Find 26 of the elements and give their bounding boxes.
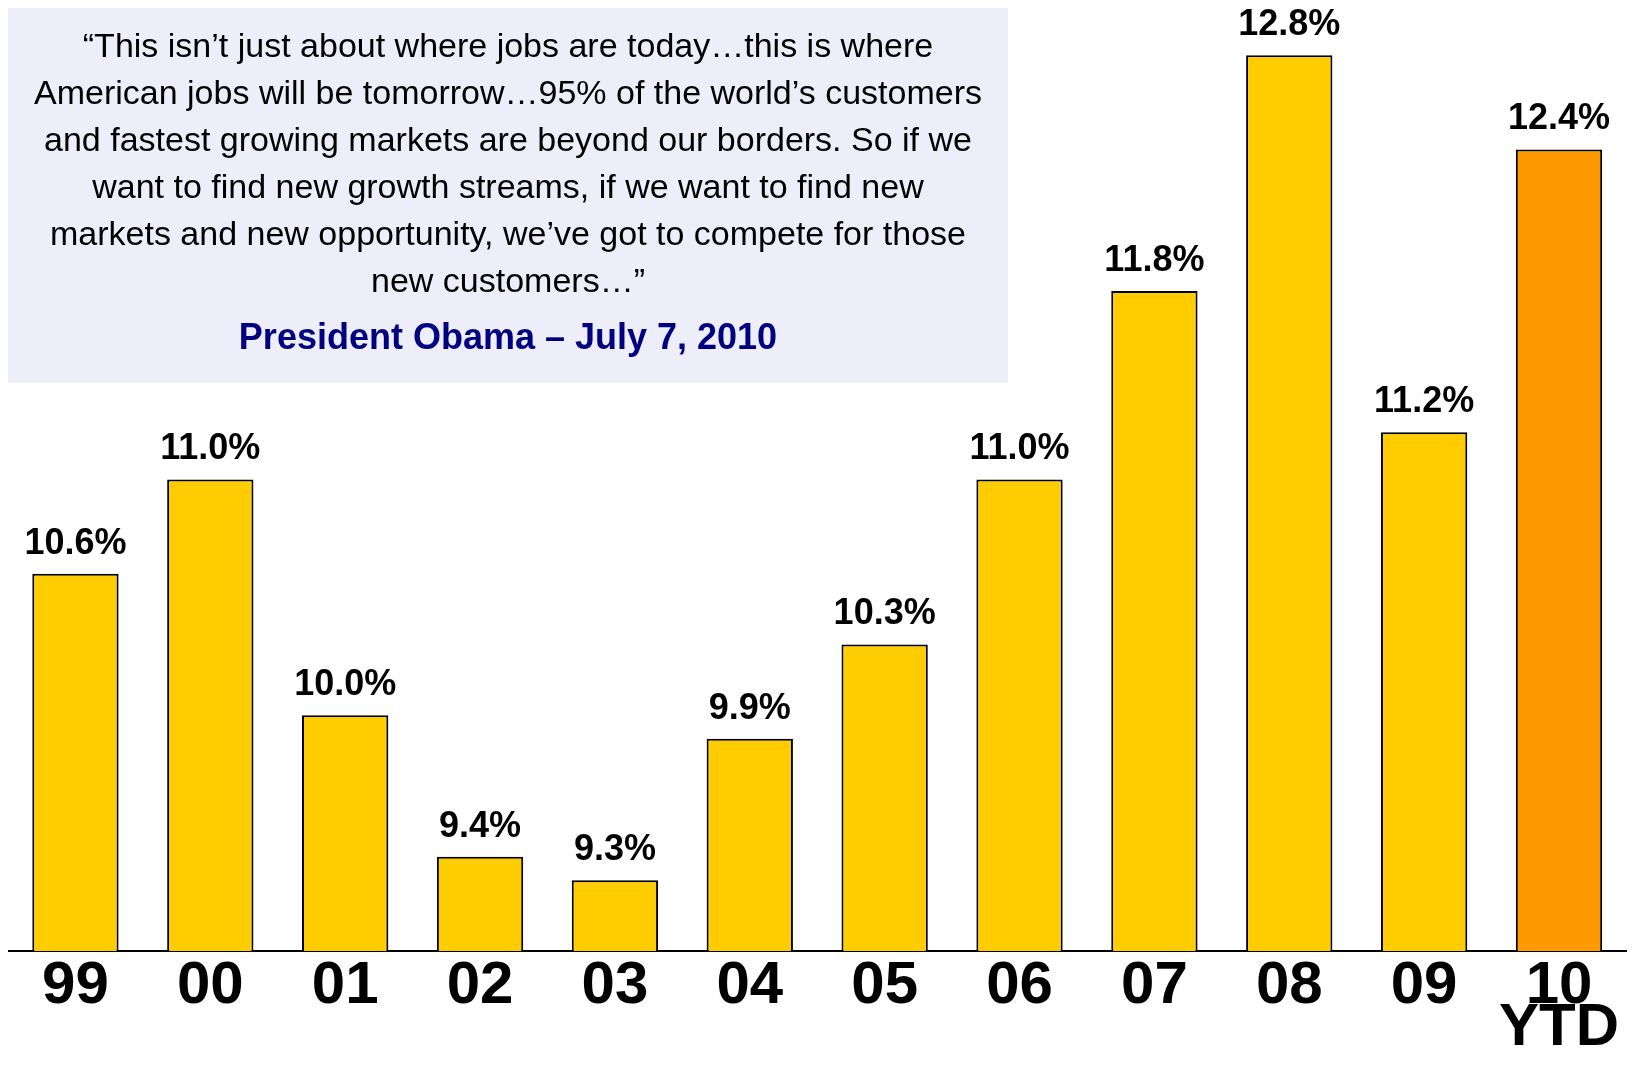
x-tick-label: 08 — [1255, 948, 1323, 1016]
data-label: 9.4% — [439, 803, 522, 845]
data-label: 9.9% — [708, 685, 791, 727]
x-tick-label: 00 — [176, 948, 244, 1016]
x-tick-label: 05 — [851, 948, 919, 1016]
x-tick-label: 09 — [1390, 948, 1458, 1016]
data-label: 11.8% — [1104, 237, 1205, 279]
x-tick-label: 06 — [986, 948, 1053, 1016]
data-label: 11.2% — [1374, 379, 1475, 421]
x-tick-label: 07 — [1121, 948, 1188, 1016]
x-tick-label: 02 — [446, 948, 514, 1016]
x-tick-label: 10 YTD — [1499, 948, 1619, 1058]
data-label: 10.0% — [294, 662, 397, 704]
data-label: 12.4% — [1507, 96, 1611, 138]
data-label: 9.3% — [573, 827, 656, 869]
data-label: 10.6% — [24, 520, 127, 562]
annotation: “This isn’t just about where jobs are today…this is where American jobs will be tomorrow…95% of the world’s customers and fastest growing markets are beyond our borders. So if we want to find new growth streams, if we want to find new markets and new opportunity, we’ve got to compete for those new customers…” — [33, 25, 983, 301]
x-tick-label: 99 — [42, 948, 109, 1016]
x-tick-label: 03 — [581, 948, 649, 1016]
data-label: 12.8% — [1238, 2, 1341, 44]
data-label: 11.0% — [969, 426, 1070, 468]
data-label: 11.0% — [160, 426, 261, 468]
x-tick-label: 04 — [716, 948, 784, 1016]
x-tick-label: 01 — [311, 948, 379, 1016]
annotation: President Obama – July 7, 2010 — [237, 316, 779, 358]
data-label: 10.3% — [833, 591, 936, 633]
